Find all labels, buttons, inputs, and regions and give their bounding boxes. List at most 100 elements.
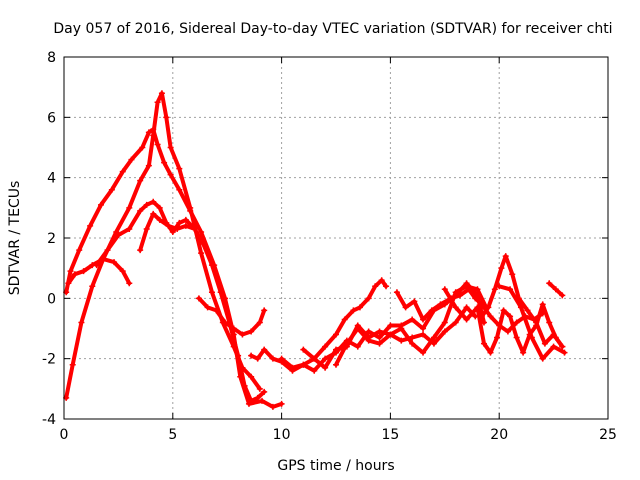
data-point <box>409 316 416 323</box>
data-point <box>254 355 261 362</box>
data-point <box>550 331 557 338</box>
data-point <box>441 328 448 335</box>
x-tick-label: 25 <box>599 427 617 443</box>
data-point <box>541 340 548 347</box>
data-point <box>158 90 165 97</box>
data-point <box>402 304 409 311</box>
data-point <box>463 316 470 323</box>
data-point <box>333 361 339 368</box>
series-arc-1 <box>63 126 285 410</box>
data-point <box>289 364 296 371</box>
data-point <box>248 352 255 359</box>
data-point <box>409 340 416 347</box>
data-point <box>174 225 181 232</box>
data-point <box>383 283 390 290</box>
data-point <box>507 286 514 293</box>
data-point <box>509 271 516 278</box>
data-point <box>104 247 111 254</box>
data-point <box>208 262 215 269</box>
x-tick-label: 15 <box>381 427 399 443</box>
data-point <box>145 129 152 136</box>
data-point <box>76 247 83 254</box>
data-point <box>474 304 481 311</box>
data-point <box>78 319 85 326</box>
series-trace <box>497 284 567 361</box>
data-point <box>245 400 252 407</box>
data-point <box>420 325 427 332</box>
data-point <box>411 298 418 305</box>
data-point <box>365 295 372 302</box>
series-arc-2 <box>63 90 263 401</box>
data-point <box>311 367 318 374</box>
data-point <box>137 207 144 214</box>
series-arc-5 <box>137 210 198 254</box>
data-point <box>195 295 202 302</box>
data-point <box>478 313 485 320</box>
data-point <box>80 268 87 275</box>
data-point <box>504 328 511 335</box>
data-point <box>119 168 126 175</box>
data-point <box>372 283 379 290</box>
data-point <box>154 141 161 148</box>
series-trace <box>94 199 267 403</box>
data-point <box>97 201 104 208</box>
data-point <box>239 331 246 338</box>
data-point <box>546 319 553 326</box>
data-point <box>376 340 383 347</box>
data-point <box>71 271 78 278</box>
data-point <box>111 259 118 266</box>
data-point <box>126 204 133 211</box>
data-point <box>322 364 329 371</box>
x-tick-label: 0 <box>60 427 69 443</box>
data-point <box>65 280 72 287</box>
data-point <box>241 382 248 389</box>
data-point <box>143 201 150 208</box>
data-point <box>156 216 163 223</box>
data-point <box>139 144 146 151</box>
data-point <box>200 241 207 248</box>
data-point <box>167 171 174 178</box>
data-point <box>222 319 229 326</box>
data-point <box>322 355 329 362</box>
data-point <box>498 265 505 272</box>
data-point <box>354 325 361 332</box>
data-point <box>517 304 524 311</box>
data-point <box>187 204 194 211</box>
data-point <box>472 295 479 302</box>
data-point <box>182 222 189 229</box>
data-point <box>420 316 427 323</box>
data-point <box>496 283 503 290</box>
data-point <box>507 313 514 320</box>
data-point <box>311 355 318 362</box>
data-point <box>198 228 205 235</box>
data-point <box>182 216 189 223</box>
series-arc-15 <box>546 280 566 299</box>
data-point <box>154 99 161 106</box>
data-point <box>457 292 464 299</box>
data-point <box>204 304 211 311</box>
data-point <box>208 289 215 296</box>
data-point <box>452 304 459 311</box>
data-point <box>191 225 198 232</box>
data-point <box>150 132 157 139</box>
data-point <box>67 268 74 275</box>
data-point <box>533 319 540 326</box>
data-point <box>559 343 566 350</box>
y-tick-label: 0 <box>47 291 56 307</box>
data-point <box>474 286 481 293</box>
data-point <box>278 355 285 362</box>
series-trace <box>394 287 545 334</box>
data-point <box>463 283 470 290</box>
series-arc-7 <box>248 277 390 374</box>
x-tick-label: 10 <box>273 427 291 443</box>
series-arc-4 <box>93 198 268 404</box>
data-point <box>143 225 150 232</box>
data-point <box>69 361 76 368</box>
data-point <box>494 334 501 341</box>
data-point <box>269 355 276 362</box>
data-point <box>520 349 527 356</box>
data-point <box>115 231 122 238</box>
data-point <box>108 186 115 193</box>
data-point <box>126 280 133 287</box>
